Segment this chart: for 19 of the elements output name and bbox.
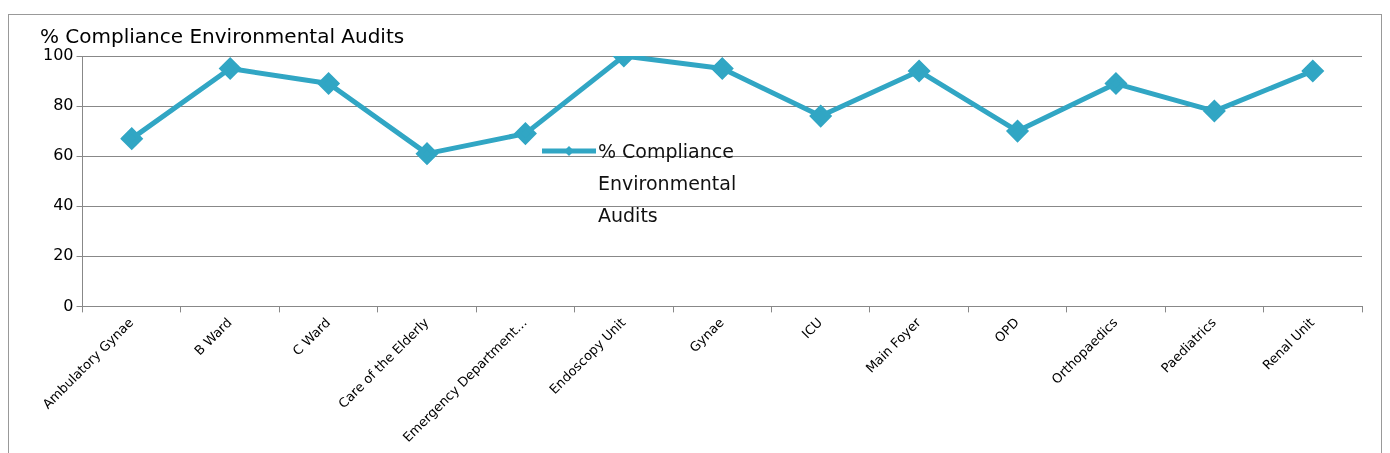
point (711, 58, 733, 80)
point (318, 73, 340, 95)
y-tick-label: 80 (53, 95, 74, 115)
point (1302, 60, 1324, 82)
point (1007, 120, 1029, 142)
legend-label: % Compliance Environmental Audits (598, 139, 738, 228)
y-tick-label: 40 (53, 195, 74, 215)
point (908, 60, 930, 82)
x-tick-label: ICU (798, 314, 826, 342)
point (1203, 100, 1225, 122)
y-tick-label: 20 (53, 245, 74, 265)
point (121, 128, 143, 150)
point (810, 105, 832, 127)
point (1105, 73, 1127, 95)
point (219, 58, 241, 80)
point (416, 143, 438, 165)
point (514, 123, 536, 145)
y-tick-label: 0 (63, 295, 74, 315)
y-tick-label: 60 (53, 145, 74, 165)
